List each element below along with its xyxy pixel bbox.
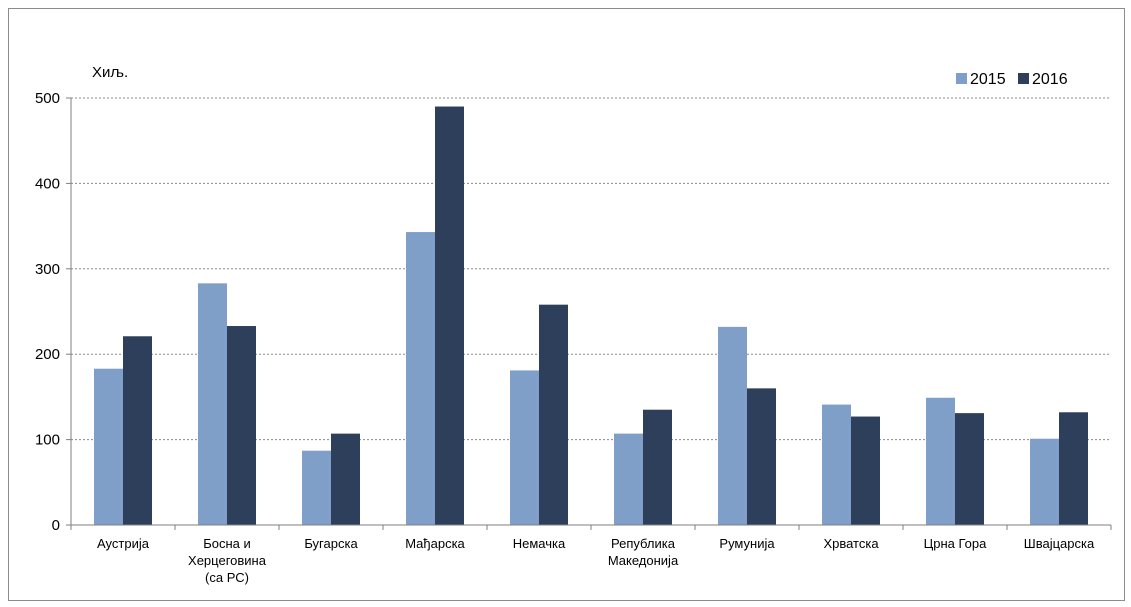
bar-chart: 0 100 200 300 400 500 Аустрија Босна и Херцегови… bbox=[35, 64, 1112, 585]
bar-2016 bbox=[435, 106, 464, 525]
x-tick-label: Херцеговина bbox=[188, 553, 267, 568]
bar-2015 bbox=[198, 283, 227, 525]
bar-2016 bbox=[1059, 412, 1088, 525]
legend-label-2015: 2015 bbox=[970, 71, 1006, 88]
bar-2015 bbox=[822, 404, 851, 525]
x-tick-label: Босна и bbox=[203, 536, 251, 551]
bar-2016 bbox=[123, 336, 152, 525]
y-tick-label: 500 bbox=[35, 90, 60, 107]
axes: 0 100 200 300 400 500 Аустрија Босна и Херцегови… bbox=[35, 90, 1112, 585]
y-tick-label: 400 bbox=[35, 175, 60, 192]
x-tick-label: Румунија bbox=[719, 536, 775, 551]
x-tick-label: Немачка bbox=[513, 536, 566, 551]
bars bbox=[94, 106, 1088, 525]
y-tick-label: 300 bbox=[35, 261, 60, 278]
bar-2016 bbox=[643, 409, 672, 525]
bar-2015 bbox=[614, 433, 643, 525]
x-tick-label: Црна Гора bbox=[924, 536, 987, 551]
bar-2016 bbox=[747, 388, 776, 525]
x-tick-label: (са РС) bbox=[205, 570, 249, 585]
y-tick-label: 100 bbox=[35, 432, 60, 449]
legend: 2015 2016 bbox=[956, 71, 1068, 88]
x-tick-label: Македонија bbox=[608, 553, 679, 568]
chart-frame: 0 100 200 300 400 500 Аустрија Босна и Херцегови… bbox=[8, 8, 1125, 601]
bar-2015 bbox=[302, 450, 331, 525]
bar-2015 bbox=[94, 368, 123, 525]
legend-label-2016: 2016 bbox=[1032, 71, 1068, 88]
bar-2016 bbox=[331, 433, 360, 525]
x-tick-label: Бугарска bbox=[304, 536, 358, 551]
bar-2015 bbox=[1030, 438, 1059, 525]
y-tick-label: 0 bbox=[52, 517, 60, 534]
y-tick-label: 200 bbox=[35, 346, 60, 363]
bar-2015 bbox=[406, 232, 435, 525]
x-tick-label: Швајцарска bbox=[1024, 536, 1095, 551]
x-tick-label: Мађарска bbox=[405, 536, 465, 551]
legend-swatch-2015 bbox=[956, 73, 967, 84]
bar-2016 bbox=[539, 304, 568, 525]
x-tick-label: Република bbox=[611, 536, 676, 551]
x-tick-label: Аустрија bbox=[97, 536, 150, 551]
bar-2016 bbox=[955, 413, 984, 525]
bar-2016 bbox=[227, 326, 256, 525]
bar-2015 bbox=[510, 370, 539, 525]
bar-2016 bbox=[851, 416, 880, 525]
bar-2015 bbox=[718, 326, 747, 525]
y-unit-label: Хиљ. bbox=[92, 64, 128, 81]
bar-2015 bbox=[926, 397, 955, 525]
x-tick-label: Хрватска bbox=[823, 536, 879, 551]
legend-swatch-2016 bbox=[1018, 73, 1029, 84]
